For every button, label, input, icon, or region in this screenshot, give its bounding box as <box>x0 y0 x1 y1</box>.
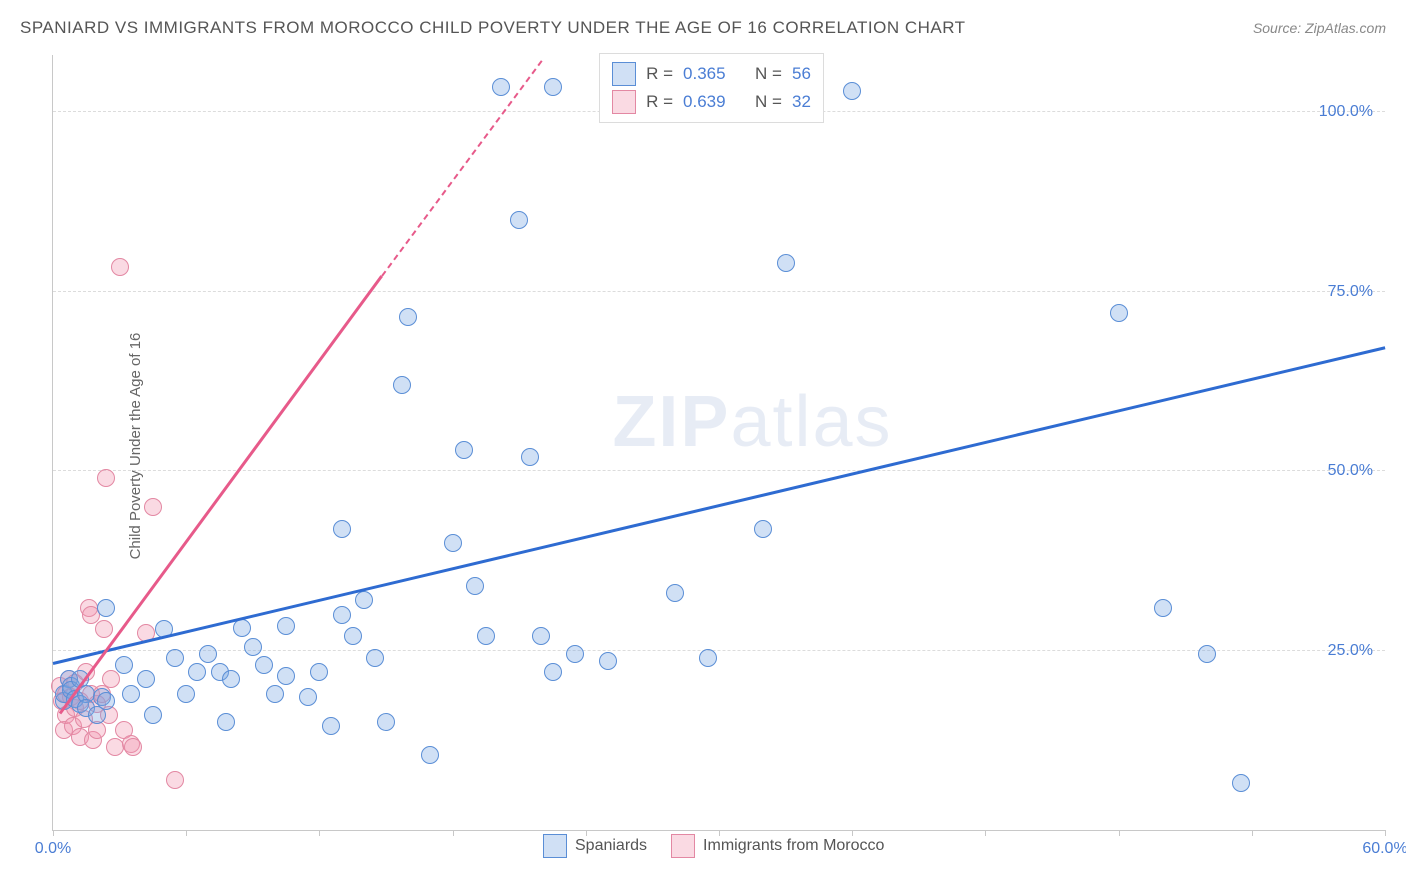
data-point-spaniards <box>377 713 395 731</box>
data-point-spaniards <box>97 692 115 710</box>
data-point-morocco <box>95 620 113 638</box>
data-point-spaniards <box>222 670 240 688</box>
data-point-spaniards <box>355 591 373 609</box>
data-point-spaniards <box>255 656 273 674</box>
data-point-spaniards <box>532 627 550 645</box>
data-point-spaniards <box>244 638 262 656</box>
y-tick-label: 25.0% <box>1328 642 1373 660</box>
data-point-spaniards <box>1232 774 1250 792</box>
watermark: ZIPatlas <box>612 381 892 463</box>
stat-label-r: R = <box>646 64 673 84</box>
data-point-spaniards <box>455 441 473 459</box>
data-point-spaniards <box>566 645 584 663</box>
stat-value-n: 56 <box>792 64 811 84</box>
x-tick-mark <box>1385 830 1386 836</box>
data-point-spaniards <box>1110 304 1128 322</box>
data-point-spaniards <box>266 685 284 703</box>
data-point-spaniards <box>421 746 439 764</box>
data-point-spaniards <box>188 663 206 681</box>
data-point-spaniards <box>521 448 539 466</box>
correlation-stats-legend: R = 0.365 N = 56 R = 0.639 N = 32 <box>599 53 824 123</box>
data-point-spaniards <box>843 82 861 100</box>
gridline <box>53 470 1385 471</box>
data-point-morocco <box>124 738 142 756</box>
x-tick-mark <box>1119 830 1120 836</box>
x-tick-mark <box>1252 830 1253 836</box>
x-tick-label: 0.0% <box>35 840 71 858</box>
x-tick-label: 60.0% <box>1362 840 1406 858</box>
y-tick-label: 100.0% <box>1319 103 1373 121</box>
data-point-spaniards <box>122 685 140 703</box>
legend-label: Spaniards <box>575 837 647 855</box>
swatch-spaniards <box>612 62 636 86</box>
data-point-spaniards <box>399 308 417 326</box>
data-point-spaniards <box>492 78 510 96</box>
data-point-spaniards <box>544 78 562 96</box>
data-point-spaniards <box>466 577 484 595</box>
legend-item-morocco: Immigrants from Morocco <box>671 834 884 858</box>
data-point-spaniards <box>199 645 217 663</box>
chart-title: SPANIARD VS IMMIGRANTS FROM MOROCCO CHIL… <box>20 18 966 38</box>
x-tick-mark <box>453 830 454 836</box>
data-point-spaniards <box>333 520 351 538</box>
data-point-spaniards <box>393 376 411 394</box>
y-tick-label: 75.0% <box>1328 283 1373 301</box>
data-point-morocco <box>166 771 184 789</box>
x-tick-mark <box>319 830 320 836</box>
data-point-spaniards <box>699 649 717 667</box>
swatch-morocco <box>612 90 636 114</box>
gridline <box>53 291 1385 292</box>
stat-label-n: N = <box>755 64 782 84</box>
data-point-spaniards <box>599 652 617 670</box>
y-tick-label: 50.0% <box>1328 462 1373 480</box>
legend-label: Immigrants from Morocco <box>703 837 884 855</box>
data-point-spaniards <box>366 649 384 667</box>
series-legend: Spaniards Immigrants from Morocco <box>543 834 884 858</box>
data-point-spaniards <box>1154 599 1172 617</box>
data-point-spaniards <box>217 713 235 731</box>
data-point-spaniards <box>666 584 684 602</box>
data-point-morocco <box>102 670 120 688</box>
data-point-morocco <box>111 258 129 276</box>
data-point-spaniards <box>333 606 351 624</box>
stats-row-spaniards: R = 0.365 N = 56 <box>612 60 811 88</box>
swatch-morocco <box>671 834 695 858</box>
data-point-spaniards <box>322 717 340 735</box>
x-tick-mark <box>186 830 187 836</box>
stat-value-r: 0.365 <box>683 64 726 84</box>
x-tick-mark <box>53 830 54 836</box>
data-point-spaniards <box>115 656 133 674</box>
trendline-spaniards <box>53 346 1386 665</box>
data-point-spaniards <box>177 685 195 703</box>
data-point-spaniards <box>344 627 362 645</box>
data-point-spaniards <box>166 649 184 667</box>
data-point-spaniards <box>777 254 795 272</box>
data-point-spaniards <box>310 663 328 681</box>
source-label: Source: ZipAtlas.com <box>1253 20 1386 36</box>
data-point-spaniards <box>510 211 528 229</box>
stats-row-morocco: R = 0.639 N = 32 <box>612 88 811 116</box>
data-point-spaniards <box>144 706 162 724</box>
scatter-plot-area: ZIPatlas 25.0%50.0%75.0%100.0%0.0%60.0%R… <box>52 55 1385 831</box>
trendline-morocco-extrapolated <box>381 61 542 277</box>
data-point-spaniards <box>277 667 295 685</box>
stat-value-n: 32 <box>792 92 811 112</box>
swatch-spaniards <box>543 834 567 858</box>
x-tick-mark <box>985 830 986 836</box>
data-point-spaniards <box>137 670 155 688</box>
data-point-spaniards <box>97 599 115 617</box>
data-point-spaniards <box>444 534 462 552</box>
data-point-spaniards <box>754 520 772 538</box>
data-point-spaniards <box>544 663 562 681</box>
data-point-morocco <box>144 498 162 516</box>
data-point-spaniards <box>1198 645 1216 663</box>
legend-item-spaniards: Spaniards <box>543 834 647 858</box>
stat-label-r: R = <box>646 92 673 112</box>
data-point-spaniards <box>277 617 295 635</box>
data-point-morocco <box>97 469 115 487</box>
data-point-spaniards <box>299 688 317 706</box>
stat-label-n: N = <box>755 92 782 112</box>
stat-value-r: 0.639 <box>683 92 726 112</box>
data-point-spaniards <box>477 627 495 645</box>
